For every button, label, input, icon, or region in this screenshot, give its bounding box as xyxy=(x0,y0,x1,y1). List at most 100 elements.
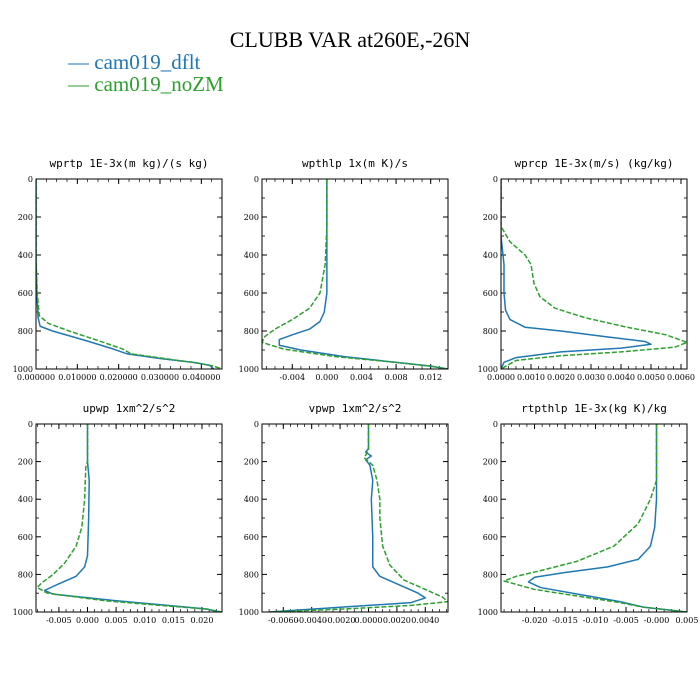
panel-title: wpthlp 1x(m K)/s xyxy=(302,157,408,170)
x-tick-label: 0.010000 xyxy=(58,373,96,382)
legend-line-nozm: — xyxy=(68,72,95,96)
panel-6: rtpthlp 1E-3x(kg K)/kg 0 200 400 600 800 1000 -… xyxy=(478,402,699,625)
x-tick-label: 0.012 xyxy=(419,373,442,382)
x-tick-label: 0.005 xyxy=(676,616,699,625)
x-tick-label: 0.0040 xyxy=(411,616,439,625)
y-tick-label: 600 xyxy=(18,289,33,298)
x-tick-label: 0.0020 xyxy=(547,373,575,382)
panel-title: upwp 1xm^2/s^2 xyxy=(83,402,176,415)
x-tick-label: 0.010 xyxy=(133,616,156,625)
y-tick-label: 600 xyxy=(244,533,259,542)
panel-3: wprcp 1E-3x(m/s) (kg/kg) 0 200 400 600 800 100… xyxy=(478,157,695,382)
x-tick-label: -0.010 xyxy=(583,616,609,625)
x-tick-label: 0.040000 xyxy=(182,373,220,382)
series-line-cam019_dflt xyxy=(501,179,652,369)
y-tick-label: 200 xyxy=(18,213,33,222)
y-tick-label: 400 xyxy=(244,251,259,260)
panel-title: vpwp 1xm^2/s^2 xyxy=(309,402,402,415)
y-tick-label: 1000 xyxy=(478,365,498,374)
x-tick-label: 0.0050 xyxy=(637,373,665,382)
x-tick-label: -0.000 xyxy=(644,616,670,625)
y-tick-label: 0 xyxy=(28,420,33,429)
chart-title: CLUBB VAR at260E,-26N xyxy=(229,27,471,52)
y-tick-label: 600 xyxy=(483,289,498,298)
x-tick-label: 0.0030 xyxy=(577,373,605,382)
legend-item-dflt: — cam019_dflt xyxy=(68,51,200,73)
series-line-cam019_noZM xyxy=(501,179,687,369)
series-line-cam019_noZM xyxy=(36,424,222,612)
y-tick-label: 800 xyxy=(483,327,498,336)
y-tick-label: 800 xyxy=(244,327,259,336)
x-tick-label: 0.0060 xyxy=(667,373,695,382)
y-tick-label: 400 xyxy=(483,495,498,504)
x-tick-label: 0.0010 xyxy=(517,373,545,382)
y-tick-label: 0 xyxy=(254,175,259,184)
y-tick-label: 200 xyxy=(483,458,498,467)
series-line-cam019_noZM xyxy=(503,424,687,612)
panel-title: rtpthlp 1E-3x(kg K)/kg xyxy=(521,402,667,415)
y-tick-label: 1000 xyxy=(239,608,259,617)
x-tick-label: -0.004 xyxy=(279,373,305,382)
x-tick-label: 0.004 xyxy=(350,373,373,382)
x-tick-label: -0.015 xyxy=(552,616,578,625)
y-tick-label: 800 xyxy=(483,570,498,579)
panel-title: wprcp 1E-3x(m/s) (kg/kg) xyxy=(515,157,674,170)
x-tick-label: 0.0040 xyxy=(607,373,635,382)
plot-frame xyxy=(35,423,223,613)
x-tick-label: -0.005 xyxy=(613,616,639,625)
series-line-cam019_noZM xyxy=(36,179,222,369)
y-tick-label: 400 xyxy=(18,251,33,260)
x-tick-label: 0.020 xyxy=(191,616,214,625)
y-tick-label: 200 xyxy=(18,458,33,467)
x-tick-label: 0.030000 xyxy=(141,373,179,382)
y-tick-label: 600 xyxy=(244,289,259,298)
x-tick-label: 0.000 xyxy=(315,373,338,382)
y-tick-label: 1000 xyxy=(13,365,33,374)
plot-frame xyxy=(261,423,449,613)
panel-4: upwp 1xm^2/s^2 0 200 400 600 800 1000 -0.005 0.0… xyxy=(13,402,223,625)
x-tick-label: 0.000 xyxy=(76,616,99,625)
y-tick-label: 200 xyxy=(244,213,259,222)
y-tick-label: 600 xyxy=(483,533,498,542)
y-tick-label: 1000 xyxy=(13,608,33,617)
legend-label-nozm: cam019_noZM xyxy=(94,72,224,96)
plot-frame xyxy=(500,178,688,370)
x-tick-label: -0.020 xyxy=(522,616,548,625)
y-tick-label: 0 xyxy=(28,175,33,184)
panel-2: wpthlp 1x(m K)/s 0 200 400 600 800 1000 -0.004 0… xyxy=(239,157,449,382)
y-tick-label: 1000 xyxy=(239,365,259,374)
x-tick-label: 0.015 xyxy=(162,616,185,625)
y-tick-label: 800 xyxy=(18,570,33,579)
x-tick-label: 0.0000 xyxy=(354,616,382,625)
y-tick-label: 0 xyxy=(254,420,259,429)
series-line-cam019_dflt xyxy=(527,424,687,612)
x-tick-label: 0.020000 xyxy=(100,373,138,382)
series-line-cam019_dflt xyxy=(269,424,427,612)
x-tick-label: 0.000000 xyxy=(17,373,55,382)
series-line-cam019_noZM xyxy=(262,179,448,369)
panel-title: wprtp 1E-3x(m kg)/(s kg) xyxy=(50,157,209,170)
series-line-cam019_dflt xyxy=(43,424,220,612)
plot-frame xyxy=(35,178,223,370)
legend-item-nozm: — cam019_noZM xyxy=(68,73,224,95)
x-tick-label: -0.005 xyxy=(46,616,72,625)
y-tick-label: 400 xyxy=(18,495,33,504)
series-line-cam019_dflt xyxy=(278,179,448,369)
x-tick-label: -0.0020 xyxy=(325,616,356,625)
y-tick-label: 0 xyxy=(493,175,498,184)
y-tick-label: 400 xyxy=(483,251,498,260)
panel-5: vpwp 1xm^2/s^202004006008001000-0.0060-0… xyxy=(239,402,449,625)
legend-line-dflt: — xyxy=(68,50,95,74)
series-line-cam019_noZM xyxy=(269,424,448,612)
y-tick-label: 400 xyxy=(244,495,259,504)
x-tick-label: 0.008 xyxy=(385,373,408,382)
x-tick-label: -0.0060 xyxy=(268,616,299,625)
series-line-cam019_dflt xyxy=(36,179,215,369)
plot-frame xyxy=(261,178,449,370)
x-tick-label: 0.005 xyxy=(105,616,128,625)
x-tick-label: -0.0040 xyxy=(296,616,327,625)
legend-label-dflt: cam019_dflt xyxy=(94,50,201,74)
x-tick-label: 0.0020 xyxy=(383,616,411,625)
y-tick-label: 800 xyxy=(244,570,259,579)
